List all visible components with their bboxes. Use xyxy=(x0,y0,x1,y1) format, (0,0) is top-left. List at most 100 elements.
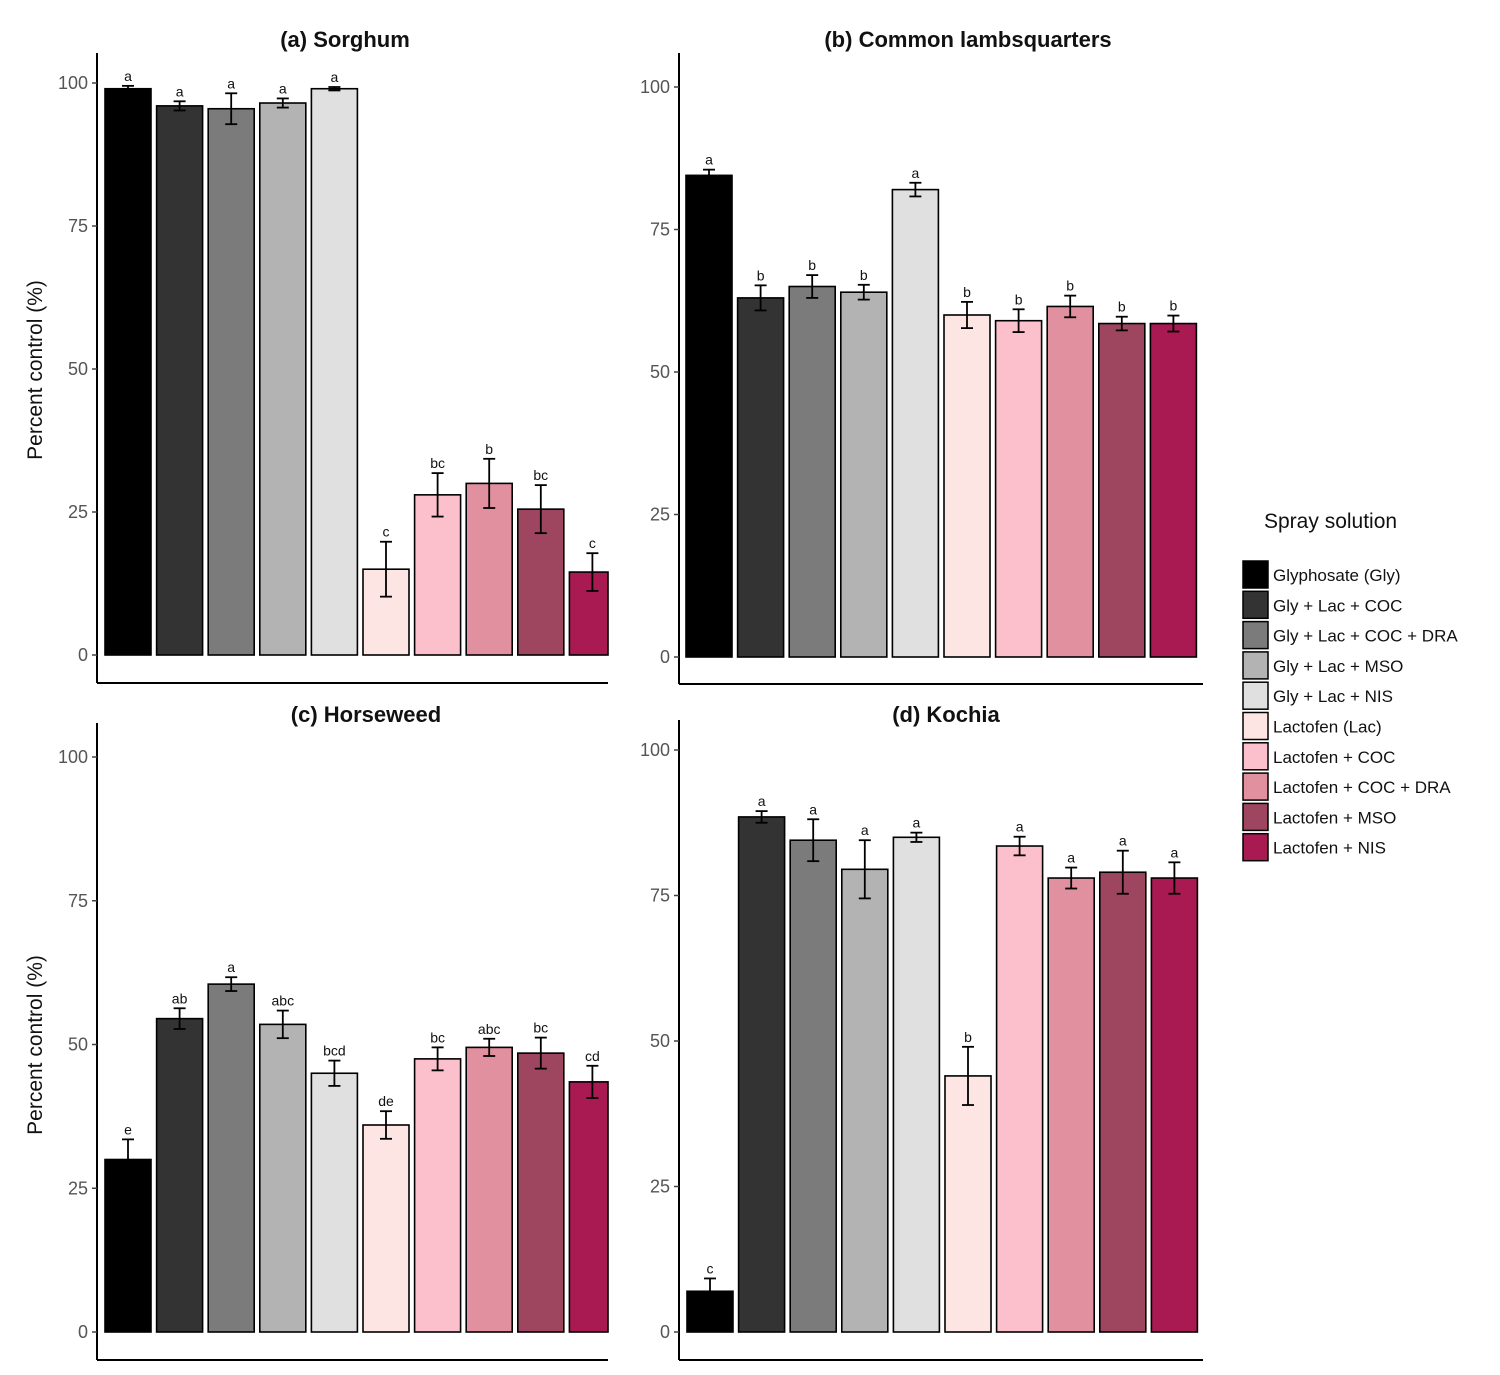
significance-label: a xyxy=(912,165,920,181)
bar xyxy=(685,174,733,658)
bar xyxy=(891,188,940,658)
y-tick-label: 100 xyxy=(58,747,88,767)
bar xyxy=(892,836,941,1333)
significance-label: cd xyxy=(585,1048,600,1064)
bar xyxy=(465,482,514,656)
legend-swatch xyxy=(1242,590,1269,620)
significance-label: a xyxy=(1016,819,1024,835)
y-axis-label: Percent control (%) xyxy=(24,955,47,1135)
legend-swatch xyxy=(1242,560,1269,589)
bar xyxy=(465,1046,514,1333)
significance-label: b xyxy=(963,284,971,300)
y-tick-label: 0 xyxy=(78,1322,88,1342)
bar xyxy=(1098,322,1146,658)
legend-label: Gly + Lac + COC + DRA xyxy=(1273,627,1458,646)
significance-label: bc xyxy=(533,467,548,483)
legend-swatch xyxy=(1242,620,1269,650)
significance-label: a xyxy=(176,83,184,99)
bar xyxy=(736,297,785,658)
bar xyxy=(944,1075,992,1333)
significance-label: a xyxy=(124,68,132,84)
legend-label: Lactofen + COC + DRA xyxy=(1273,778,1451,797)
significance-label: a xyxy=(227,75,235,91)
legend: Spray solution Glyphosate (Gly) Gly + Lac… xyxy=(1242,510,1458,862)
bar xyxy=(104,87,152,656)
y-tick-label: 75 xyxy=(650,886,670,906)
y-tick-label: 75 xyxy=(68,891,88,911)
significance-label: a xyxy=(1171,844,1179,860)
y-axis-label: Percent control (%) xyxy=(24,280,47,460)
significance-label: c xyxy=(589,535,596,551)
bar xyxy=(840,868,889,1333)
significance-label: a xyxy=(705,152,713,168)
y-tick-label: 0 xyxy=(78,645,88,665)
y-tick-label: 50 xyxy=(650,362,670,382)
significance-label: e xyxy=(124,1121,132,1137)
y-tick-label: 75 xyxy=(650,220,670,240)
significance-label: abc xyxy=(272,993,295,1009)
legend-swatch xyxy=(1242,711,1269,741)
y-tick-label: 25 xyxy=(68,502,88,522)
significance-label: b xyxy=(1118,299,1126,315)
y-tick-label: 75 xyxy=(68,216,88,236)
chart-panel: (b) Common lambsquarters 0 25 50 75 100 a b b b a b… xyxy=(640,27,1203,685)
significance-label: b xyxy=(1066,278,1074,294)
legend-label: Glyphosate (Gly) xyxy=(1273,566,1401,585)
bar xyxy=(258,102,307,656)
bar xyxy=(516,1052,565,1333)
significance-label: b xyxy=(1170,298,1178,314)
bar xyxy=(995,845,1044,1333)
chart-panel: (a) Sorghum Percent control (%) 0 25 50 75 100… xyxy=(24,27,609,684)
y-tick-label: 100 xyxy=(640,740,670,760)
legend-items: Glyphosate (Gly) Gly + Lac + COC Gly + Lac… xyxy=(1242,560,1458,862)
significance-label: b xyxy=(860,267,868,283)
legend-label: Gly + Lac + NIS xyxy=(1273,687,1393,706)
significance-label: bcd xyxy=(323,1043,346,1059)
significance-label: a xyxy=(758,793,766,809)
significance-label: a xyxy=(331,69,339,85)
legend-swatch xyxy=(1242,802,1269,832)
bar xyxy=(568,1081,609,1333)
panel-title: (d) Kochia xyxy=(892,702,1000,727)
bar xyxy=(788,285,837,658)
bar xyxy=(1150,877,1199,1333)
bar xyxy=(258,1023,307,1333)
significance-label: b xyxy=(808,257,816,273)
significance-label: c xyxy=(383,524,390,540)
significance-label: b xyxy=(485,441,493,457)
significance-label: bc xyxy=(533,1020,548,1036)
significance-label: c xyxy=(707,1260,714,1276)
significance-label: a xyxy=(279,80,287,96)
significance-label: de xyxy=(378,1093,394,1109)
significance-label: a xyxy=(913,815,921,831)
legend-swatch xyxy=(1242,681,1269,710)
significance-label: bc xyxy=(430,1029,445,1045)
legend-swatch xyxy=(1242,832,1269,862)
significance-label: bc xyxy=(430,455,445,471)
bar xyxy=(1149,322,1198,658)
significance-label: ab xyxy=(172,990,188,1006)
y-tick-label: 0 xyxy=(660,1322,670,1342)
bar xyxy=(943,314,991,658)
bar xyxy=(310,1072,359,1333)
bar xyxy=(413,1058,462,1333)
significance-label: b xyxy=(757,267,765,283)
bar xyxy=(104,1158,152,1333)
significance-label: a xyxy=(809,801,817,817)
bar xyxy=(310,87,359,656)
significance-label: b xyxy=(1015,291,1023,307)
bar xyxy=(1099,871,1147,1333)
y-tick-label: 25 xyxy=(650,505,670,525)
bar xyxy=(207,983,255,1333)
legend-title: Spray solution xyxy=(1264,510,1397,533)
legend-swatch xyxy=(1242,651,1269,680)
legend-swatch xyxy=(1242,772,1269,801)
bar xyxy=(839,291,888,658)
bar xyxy=(1046,305,1094,658)
panel-title: (b) Common lambsquarters xyxy=(824,27,1111,52)
panel-title: (c) Horseweed xyxy=(291,702,441,727)
chart-panel: (c) Horseweed Percent control (%) 0 25 50 75 1… xyxy=(24,702,609,1361)
y-tick-label: 100 xyxy=(640,77,670,97)
legend-label: Lactofen + NIS xyxy=(1273,839,1386,858)
